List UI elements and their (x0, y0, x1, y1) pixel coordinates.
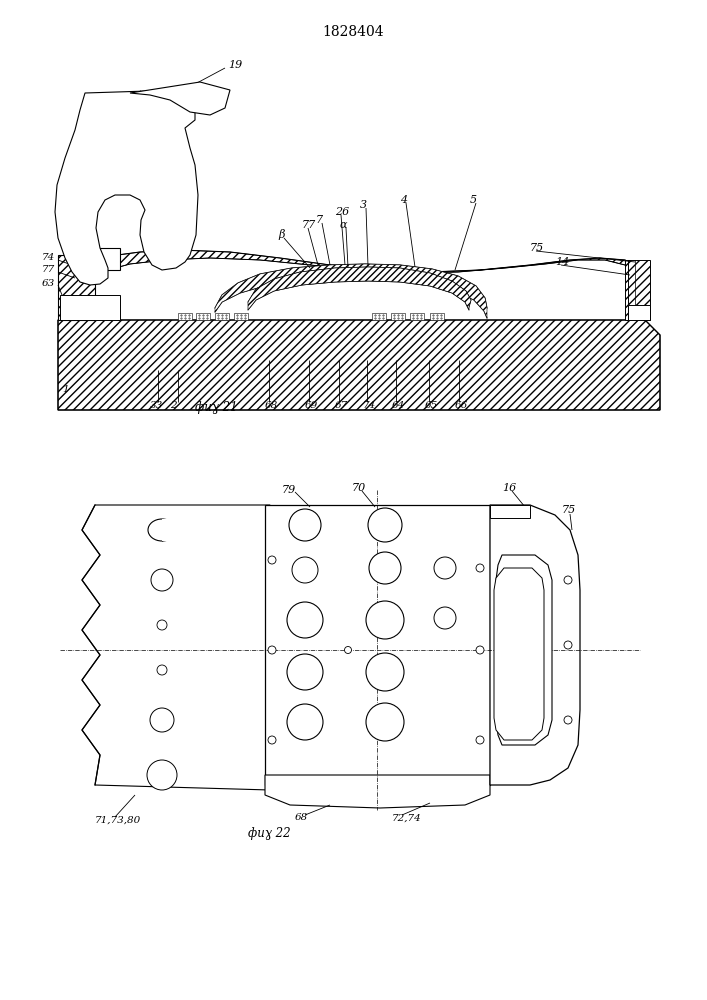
Circle shape (344, 647, 351, 654)
Text: 14: 14 (555, 257, 569, 267)
Circle shape (434, 557, 456, 579)
Circle shape (287, 602, 323, 638)
Text: 77: 77 (42, 265, 55, 274)
Text: фиɣ 21: фиɣ 21 (195, 401, 238, 414)
Polygon shape (490, 505, 530, 518)
Polygon shape (628, 305, 650, 320)
Text: 67: 67 (335, 400, 349, 410)
Polygon shape (162, 519, 180, 541)
Text: 2: 2 (170, 400, 177, 410)
Text: 66: 66 (455, 400, 468, 410)
Text: α: α (340, 220, 348, 230)
Text: 68: 68 (295, 814, 308, 822)
Text: 16: 16 (502, 483, 516, 493)
Text: 75: 75 (530, 243, 544, 253)
Text: 1: 1 (62, 385, 69, 394)
Polygon shape (494, 568, 544, 740)
Circle shape (268, 556, 276, 564)
Polygon shape (490, 505, 580, 785)
Polygon shape (82, 505, 270, 790)
Polygon shape (265, 505, 490, 785)
Circle shape (564, 641, 572, 649)
Text: 1828404: 1828404 (322, 25, 384, 39)
Polygon shape (410, 313, 424, 320)
Text: 33: 33 (150, 400, 163, 410)
Text: 74: 74 (42, 253, 55, 262)
Text: 3: 3 (360, 200, 367, 210)
Polygon shape (58, 255, 95, 320)
Circle shape (157, 620, 167, 630)
Ellipse shape (148, 519, 176, 541)
Circle shape (150, 708, 174, 732)
Circle shape (366, 601, 404, 639)
Text: 75: 75 (562, 505, 576, 515)
Polygon shape (215, 313, 229, 320)
Text: 4: 4 (400, 195, 407, 205)
Circle shape (476, 646, 484, 654)
Text: 64: 64 (392, 400, 405, 410)
Polygon shape (372, 313, 386, 320)
Polygon shape (80, 250, 650, 320)
Text: 71,73,80: 71,73,80 (95, 816, 141, 824)
Circle shape (476, 736, 484, 744)
Polygon shape (55, 90, 198, 285)
Circle shape (292, 557, 318, 583)
Text: 7: 7 (316, 215, 323, 225)
Text: 5: 5 (470, 195, 477, 205)
Circle shape (564, 716, 572, 724)
Circle shape (147, 760, 177, 790)
Text: 70: 70 (352, 483, 366, 493)
Circle shape (268, 736, 276, 744)
Polygon shape (234, 313, 248, 320)
Text: 72,74: 72,74 (392, 814, 422, 822)
Text: 68: 68 (265, 400, 279, 410)
Circle shape (564, 576, 572, 584)
Polygon shape (178, 313, 192, 320)
Text: 19: 19 (228, 60, 243, 70)
Circle shape (289, 509, 321, 541)
Text: 79: 79 (282, 485, 296, 495)
Polygon shape (196, 313, 210, 320)
Polygon shape (60, 295, 120, 320)
Text: 77: 77 (302, 220, 316, 230)
Circle shape (287, 654, 323, 690)
Circle shape (434, 607, 456, 629)
Circle shape (369, 552, 401, 584)
Polygon shape (430, 313, 444, 320)
Text: 69: 69 (305, 400, 318, 410)
Polygon shape (215, 264, 487, 318)
Circle shape (366, 703, 404, 741)
Text: 74: 74 (363, 400, 376, 410)
Polygon shape (625, 260, 650, 320)
Text: 26: 26 (335, 207, 349, 217)
Circle shape (157, 665, 167, 675)
Polygon shape (496, 555, 552, 745)
Circle shape (476, 564, 484, 572)
Polygon shape (265, 775, 490, 808)
Text: фиɣ 22: фиɣ 22 (248, 826, 291, 840)
Polygon shape (248, 267, 471, 310)
Polygon shape (58, 320, 660, 410)
Circle shape (366, 653, 404, 691)
Circle shape (268, 646, 276, 654)
Circle shape (368, 508, 402, 542)
Text: 63: 63 (42, 278, 55, 288)
Text: 65: 65 (425, 400, 438, 410)
Circle shape (287, 704, 323, 740)
Polygon shape (391, 313, 405, 320)
Polygon shape (130, 82, 230, 115)
Text: β: β (278, 230, 284, 240)
Polygon shape (75, 248, 120, 270)
Circle shape (151, 569, 173, 591)
